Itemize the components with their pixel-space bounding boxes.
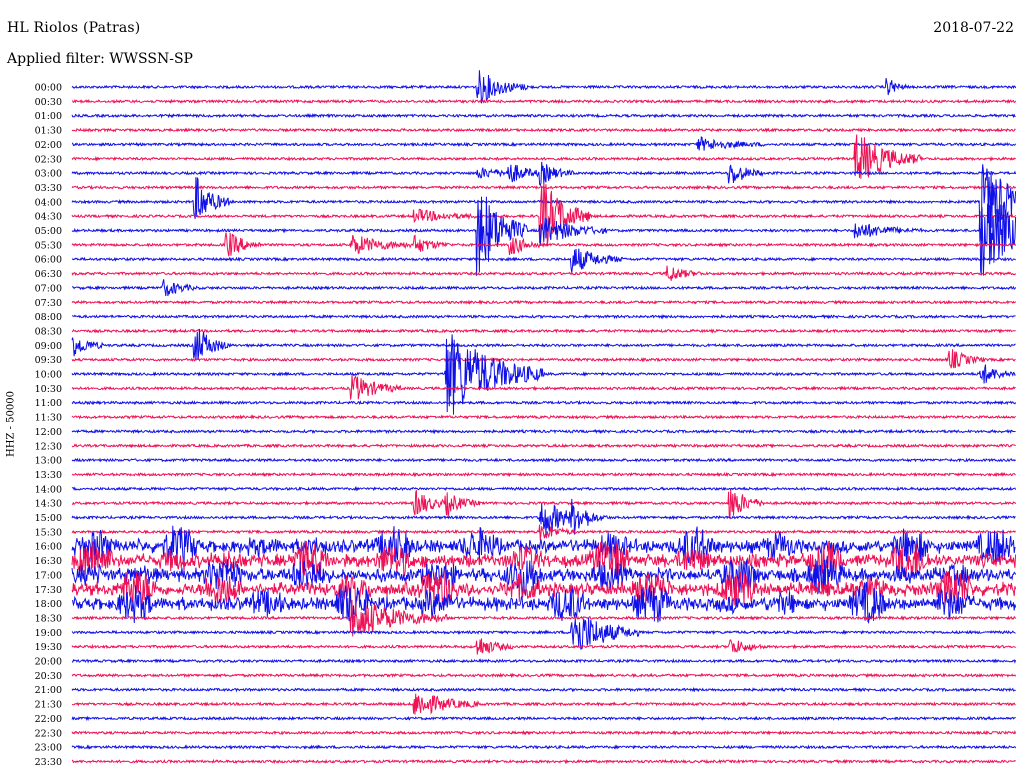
time-tick-label: 13:00 — [35, 456, 62, 467]
trace-line — [71, 442, 1016, 449]
time-tick-label: 03:00 — [35, 169, 62, 180]
trace-line — [71, 399, 1017, 406]
time-tick-label: 03:30 — [35, 183, 62, 194]
date-label: 2018-07-22 — [933, 20, 1014, 36]
trace-line — [71, 498, 1016, 536]
trace-line — [71, 599, 1017, 637]
trace-line — [71, 658, 1017, 664]
time-tick-label: 12:30 — [35, 441, 62, 452]
trace-line — [71, 248, 1016, 273]
time-tick-label: 05:30 — [35, 240, 62, 251]
time-tick-label: 11:00 — [35, 398, 62, 409]
filter-label: Applied filter: WWSSN-SP — [7, 51, 193, 67]
trace-line — [71, 349, 1016, 369]
trace-line — [71, 134, 1016, 179]
time-tick-label: 06:30 — [35, 269, 62, 280]
time-tick-label: 02:30 — [35, 154, 62, 165]
trace-line — [71, 161, 1017, 187]
trace-line — [71, 374, 1016, 400]
trace-line — [71, 196, 1017, 276]
time-tick-label: 19:30 — [35, 642, 62, 653]
time-tick-label: 10:30 — [35, 384, 62, 395]
time-tick-label: 00:30 — [35, 97, 62, 108]
trace-line — [71, 313, 1016, 320]
time-tick-label: 08:00 — [35, 312, 62, 323]
station-title: HL Riolos (Patras) — [7, 20, 141, 36]
time-tick-label: 20:30 — [35, 671, 62, 682]
time-tick-label: 18:30 — [35, 613, 62, 624]
time-tick-label: 21:30 — [35, 700, 62, 711]
time-tick-label: 13:30 — [35, 470, 62, 481]
trace-line — [71, 524, 1016, 541]
trace-line — [71, 457, 1016, 463]
trace-line — [71, 485, 1017, 492]
trace-line — [71, 98, 1017, 105]
trace-line — [71, 715, 1016, 722]
time-tick-label: 22:00 — [35, 714, 62, 725]
time-tick-label: 16:00 — [35, 542, 62, 553]
trace-line — [71, 232, 1017, 257]
trace-line — [71, 693, 1016, 715]
trace-line — [71, 414, 1016, 420]
time-tick-label: 14:30 — [35, 499, 62, 510]
time-tick-label: 20:00 — [35, 657, 62, 668]
time-tick-label: 16:30 — [35, 556, 62, 567]
trace-line — [71, 328, 1016, 334]
time-tick-label: 23:30 — [35, 757, 62, 768]
time-tick-label: 18:00 — [35, 599, 62, 610]
time-tick-label: 12:00 — [35, 427, 62, 438]
time-tick-label: 05:00 — [35, 226, 62, 237]
time-tick-label: 11:30 — [35, 413, 62, 424]
time-tick-label: 08:30 — [35, 326, 62, 337]
trace-line — [71, 428, 1016, 435]
trace-line — [71, 334, 1016, 415]
time-tick-label: 17:30 — [35, 585, 62, 596]
time-tick-label: 15:30 — [35, 527, 62, 538]
time-tick-label: 14:00 — [35, 484, 62, 495]
time-tick-label: 10:00 — [35, 370, 62, 381]
time-tick-label: 01:00 — [35, 111, 62, 122]
trace-line — [71, 540, 1017, 582]
trace-line — [71, 489, 1017, 520]
time-tick-label: 22:30 — [35, 728, 62, 739]
trace-line — [71, 136, 1017, 151]
time-tick-label: 04:00 — [35, 197, 62, 208]
trace-line — [71, 555, 1017, 596]
trace-line — [71, 638, 1016, 655]
trace-line — [71, 744, 1017, 750]
time-tick-label: 09:30 — [35, 355, 62, 366]
trace-line — [71, 758, 1016, 765]
time-tick-label: 00:00 — [35, 83, 62, 94]
trace-line — [71, 617, 1016, 650]
trace-line — [71, 672, 1017, 679]
time-tick-label: 07:30 — [35, 298, 62, 309]
time-tick-label: 06:00 — [35, 255, 62, 266]
trace-line — [71, 581, 1017, 624]
trace-line — [71, 182, 1016, 247]
trace-line — [71, 525, 1016, 567]
trace-line — [71, 127, 1016, 133]
time-tick-label: 02:00 — [35, 140, 62, 151]
time-tick-label: 19:00 — [35, 628, 62, 639]
trace-line — [71, 279, 1017, 297]
time-tick-label: 04:30 — [35, 212, 62, 223]
time-tick-label: 07:00 — [35, 283, 62, 294]
time-tick-label: 09:00 — [35, 341, 62, 352]
trace-line — [71, 686, 1016, 693]
trace-line — [71, 328, 1016, 361]
trace-line — [71, 70, 1017, 104]
trace-line — [71, 729, 1017, 736]
trace-line — [71, 112, 1016, 119]
time-tick-label: 23:00 — [35, 743, 62, 754]
time-tick-label: 01:30 — [35, 126, 62, 137]
time-tick-label: 21:00 — [35, 685, 62, 696]
time-tick-label: 15:00 — [35, 513, 62, 524]
trace-line — [71, 299, 1017, 306]
trace-line — [71, 265, 1017, 281]
trace-line — [71, 471, 1016, 478]
time-tick-label: 17:00 — [35, 570, 62, 581]
